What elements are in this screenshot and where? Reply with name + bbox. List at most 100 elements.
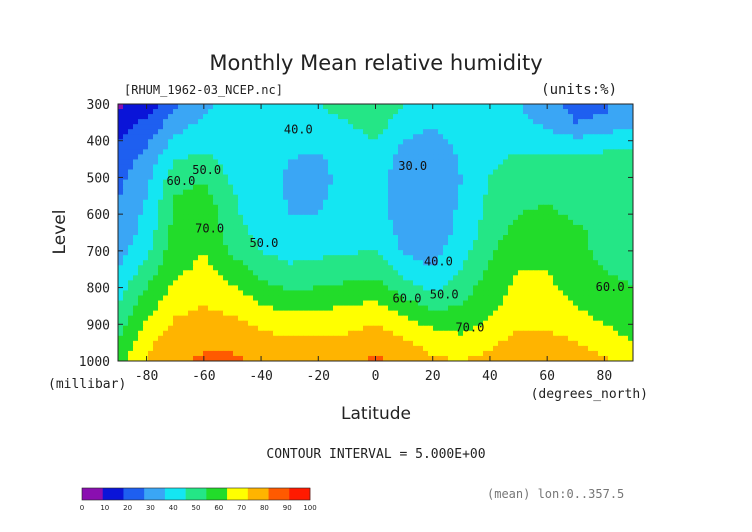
heatmap-cell xyxy=(238,129,244,135)
heatmap-cell xyxy=(198,124,204,130)
heatmap-cell xyxy=(193,124,199,130)
heatmap-cell xyxy=(118,255,124,261)
heatmap-cell xyxy=(208,169,214,176)
heatmap-cell xyxy=(498,285,504,292)
heatmap-cell xyxy=(493,219,499,226)
heatmap-cell xyxy=(563,159,569,166)
heatmap-cell xyxy=(423,270,429,276)
heatmap-cell xyxy=(288,164,294,171)
heatmap-cell xyxy=(473,290,479,297)
heatmap-cell xyxy=(398,149,404,155)
heatmap-cell xyxy=(593,154,599,161)
heatmap-cell xyxy=(573,330,579,337)
heatmap-cell xyxy=(248,260,254,266)
heatmap-cell xyxy=(478,164,484,171)
heatmap-cell xyxy=(458,325,464,332)
heatmap-cell xyxy=(623,300,629,307)
heatmap-cell xyxy=(288,174,294,181)
heatmap-cell xyxy=(403,179,409,186)
heatmap-cell xyxy=(313,129,319,135)
heatmap-cell xyxy=(383,290,389,297)
heatmap-cell xyxy=(468,114,474,120)
heatmap-cell xyxy=(203,330,209,337)
heatmap-cell xyxy=(138,214,144,221)
heatmap-cell xyxy=(433,164,439,171)
heatmap-cell xyxy=(618,134,624,140)
heatmap-cell xyxy=(333,305,339,312)
heatmap-cell xyxy=(328,255,334,261)
heatmap-cell xyxy=(158,310,164,317)
heatmap-cell xyxy=(628,204,633,211)
heatmap-cell xyxy=(538,174,544,181)
heatmap-cell xyxy=(583,265,589,271)
heatmap-cell xyxy=(468,240,474,246)
heatmap-cell xyxy=(178,154,184,161)
heatmap-cell xyxy=(298,219,304,226)
heatmap-cell xyxy=(283,184,289,191)
heatmap-cell xyxy=(133,169,139,176)
heatmap-cell xyxy=(548,300,554,307)
heatmap-cell xyxy=(393,149,399,155)
heatmap-cell xyxy=(458,340,464,347)
heatmap-cell xyxy=(588,209,594,216)
heatmap-cell xyxy=(328,260,334,266)
heatmap-cell xyxy=(193,240,199,246)
heatmap-cell xyxy=(368,219,374,226)
heatmap-cell xyxy=(463,340,469,347)
heatmap-cell xyxy=(218,300,224,307)
heatmap-cell xyxy=(398,275,404,281)
heatmap-cell xyxy=(613,154,619,161)
heatmap-cell xyxy=(248,235,254,241)
heatmap-cell xyxy=(603,139,609,145)
heatmap-cell xyxy=(168,109,174,115)
heatmap-cell xyxy=(603,305,609,312)
heatmap-cell xyxy=(428,164,434,171)
heatmap-cell xyxy=(618,290,624,297)
heatmap-cell xyxy=(503,139,509,145)
heatmap-cell xyxy=(343,109,349,115)
heatmap-cell xyxy=(283,305,289,312)
heatmap-cell xyxy=(368,295,374,302)
heatmap-cell xyxy=(568,295,574,302)
heatmap-cell xyxy=(358,219,364,226)
heatmap-cell xyxy=(263,144,269,150)
heatmap-cell xyxy=(483,340,489,347)
heatmap-cell xyxy=(543,340,549,347)
heatmap-cell xyxy=(453,290,459,297)
heatmap-cell xyxy=(593,204,599,211)
heatmap-cell xyxy=(373,265,379,271)
heatmap-cell xyxy=(523,340,529,347)
heatmap-cell xyxy=(608,250,614,256)
heatmap-cell xyxy=(468,260,474,266)
heatmap-cell xyxy=(128,174,134,181)
heatmap-cell xyxy=(463,229,469,236)
heatmap-cell xyxy=(378,184,384,191)
heatmap-cell xyxy=(593,104,599,110)
heatmap-cell xyxy=(223,114,229,120)
heatmap-cell xyxy=(573,260,579,266)
heatmap-cell xyxy=(603,285,609,292)
heatmap-cell xyxy=(378,174,384,181)
heatmap-cell xyxy=(413,240,419,246)
heatmap-cell xyxy=(468,245,474,251)
heatmap-cell xyxy=(448,174,454,181)
heatmap-cell xyxy=(328,224,334,231)
heatmap-cell xyxy=(613,209,619,216)
heatmap-cell xyxy=(448,194,454,201)
heatmap-cell xyxy=(293,124,299,130)
heatmap-cell xyxy=(208,219,214,226)
heatmap-cell xyxy=(623,295,629,302)
heatmap-cell xyxy=(618,214,624,221)
heatmap-cell xyxy=(233,149,239,155)
heatmap-cell xyxy=(268,114,274,120)
heatmap-cell xyxy=(458,300,464,307)
heatmap-cell xyxy=(223,174,229,181)
heatmap-cell xyxy=(193,204,199,211)
heatmap-cell xyxy=(148,290,154,297)
heatmap-cell xyxy=(473,179,479,186)
heatmap-cell xyxy=(468,154,474,161)
heatmap-cell xyxy=(493,335,499,342)
heatmap-cell xyxy=(393,214,399,221)
heatmap-cell xyxy=(478,154,484,161)
heatmap-cell xyxy=(388,134,394,140)
